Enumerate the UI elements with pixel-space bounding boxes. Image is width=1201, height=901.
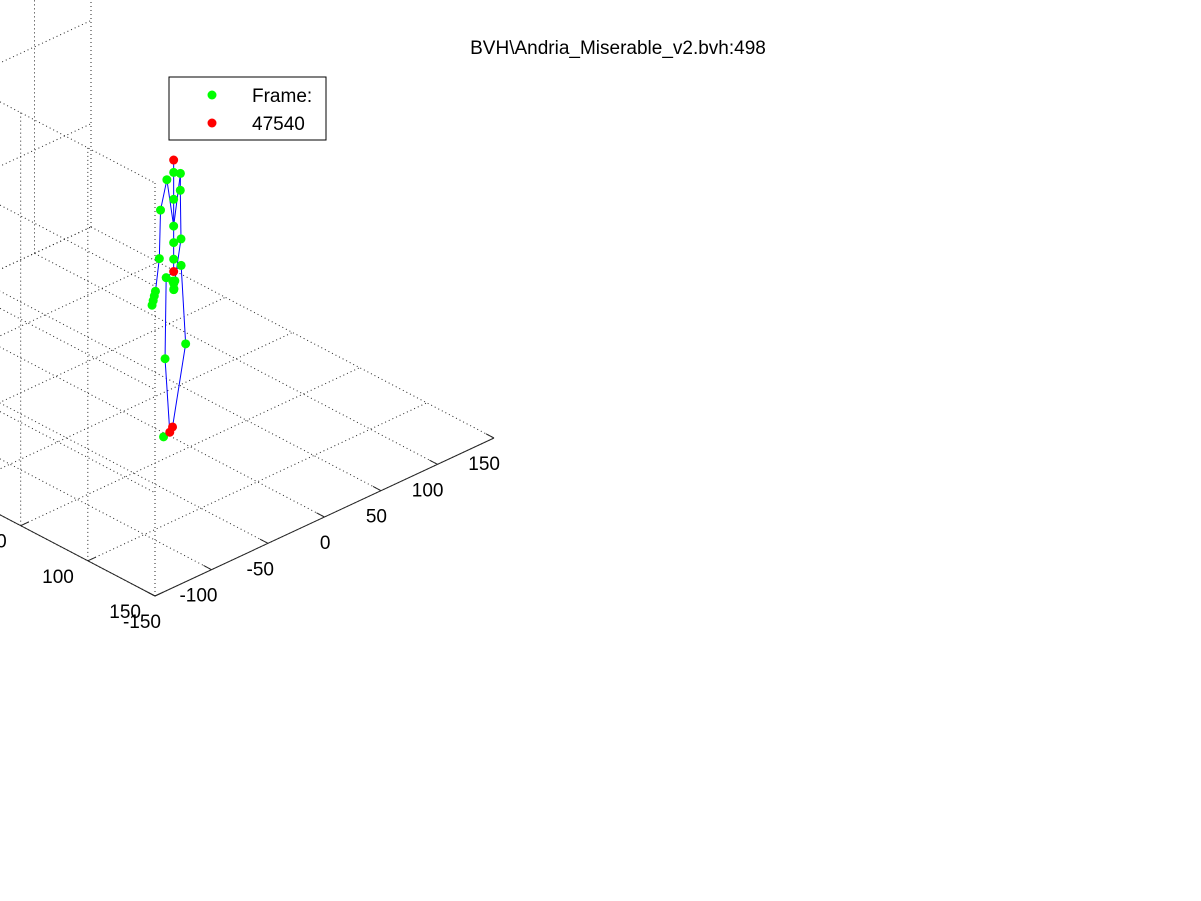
- grid-line-wall-x-horizontal: [0, 204, 156, 287]
- joint-head: [169, 167, 179, 177]
- joint-right_hip: [161, 273, 171, 283]
- joint-neck: [169, 194, 179, 204]
- joint-head_top: [169, 155, 179, 165]
- bone-right_elbow-right_hand: [154, 258, 160, 292]
- x-tick-label: -50: [247, 559, 274, 580]
- grid-line-wall-x-horizontal: [0, 411, 156, 494]
- bone-left_shoulder-left_elbow: [179, 190, 182, 239]
- grid-line-floor-x: [34, 252, 438, 465]
- legend-marker-value: [207, 118, 217, 128]
- grid-line-wall-x-horizontal: [0, 514, 156, 597]
- joint-left_collar: [175, 168, 185, 178]
- joint-right_ankle: [165, 427, 175, 437]
- joint-spine1: [169, 238, 179, 248]
- joint-left_elbow: [176, 234, 186, 244]
- x-tick-mark: [429, 459, 438, 465]
- joint-right_finger_c: [147, 300, 157, 310]
- y-tick-mark: [154, 591, 164, 597]
- y-axis-line: [0, 514, 156, 597]
- grid-line-floor-x: [0, 458, 212, 571]
- joint-hips: [169, 267, 179, 277]
- bone-right_shoulder-right_elbow: [158, 210, 162, 259]
- x-tick-label: 100: [412, 480, 444, 501]
- grid-line-floor-x: [0, 290, 382, 492]
- joint-left_knee: [181, 339, 191, 349]
- joint-spine: [169, 254, 179, 264]
- x-tick-label: 50: [366, 507, 387, 528]
- bone-right_knee-right_ankle: [164, 358, 171, 433]
- x-tick-label: 150: [468, 454, 500, 475]
- x-tick-label: -100: [179, 586, 217, 607]
- joint-left_hip: [176, 260, 186, 270]
- grid-line-floor-y: [0, 226, 92, 270]
- chart-title: BVH\Andria_Miserable_v2.bvh:498: [470, 38, 766, 59]
- grid-line-wall-x-horizontal: [0, 307, 156, 390]
- x-tick-mark: [316, 512, 325, 518]
- joint-left_finger_d: [168, 276, 178, 286]
- grid-line-floor-x: [0, 402, 269, 544]
- grid-line-wall-y-horizontal: [0, 226, 92, 270]
- grid-line-floor-y: [0, 261, 159, 337]
- grid-line-floor-y: [0, 296, 226, 403]
- grid-line-wall-y-horizontal: [0, 0, 91, 75]
- tick-labels: -150-100-50050100150-150-100-50050100150…: [0, 454, 500, 633]
- legend: Frame: 47540: [168, 76, 327, 141]
- joint-right_collar: [162, 175, 172, 185]
- grid-line-floor-x: [0, 514, 156, 597]
- joint-right_elbow: [154, 254, 164, 264]
- grid-line-wall-y-horizontal: [0, 20, 92, 64]
- skeleton-joints: [147, 155, 191, 442]
- joint-right_shoulder: [156, 205, 166, 215]
- legend-label-value: 47540: [252, 114, 305, 135]
- x-tick-mark: [259, 538, 269, 544]
- grid-line-wall-y-horizontal: [0, 123, 92, 167]
- joint-left_toe: [159, 432, 169, 442]
- x-tick-mark: [372, 486, 382, 492]
- x-tick-label: -150: [123, 612, 161, 633]
- x-tick-label: 0: [320, 533, 331, 554]
- grid-line-floor-y: [0, 332, 293, 470]
- y-tick-label: 50: [0, 532, 7, 553]
- y-tick-label: 150: [109, 602, 141, 623]
- legend-box: [168, 76, 327, 141]
- grid-line-floor-y: [87, 402, 428, 562]
- bone-spine2-right_collar: [166, 179, 175, 227]
- bone-left_hip-left_knee: [180, 265, 187, 344]
- joint-left_finger_c: [169, 284, 179, 294]
- grid-lines: [0, 0, 495, 597]
- bone-left_knee-left_ankle: [172, 343, 187, 428]
- grid-line-floor-x: [0, 346, 325, 518]
- x-tick-mark: [146, 591, 156, 597]
- bone-right_hip-right_knee: [164, 277, 167, 359]
- bone-right_collar-right_shoulder: [160, 179, 168, 211]
- legend-label-frame: Frame:: [252, 86, 312, 107]
- y-tick-label: 100: [42, 567, 74, 588]
- joint-spine2: [169, 221, 179, 231]
- x-tick-mark: [485, 433, 495, 439]
- grid-line-floor-y: [20, 367, 360, 527]
- y-tick-mark: [87, 556, 97, 562]
- joint-right_knee: [160, 354, 170, 364]
- joint-left_shoulder: [175, 185, 185, 195]
- axes: [0, 433, 495, 597]
- grid-line-wall-x-horizontal: [0, 101, 156, 184]
- legend-marker-frame: [207, 90, 217, 100]
- x-tick-mark: [203, 565, 212, 571]
- y-tick-mark: [20, 521, 30, 527]
